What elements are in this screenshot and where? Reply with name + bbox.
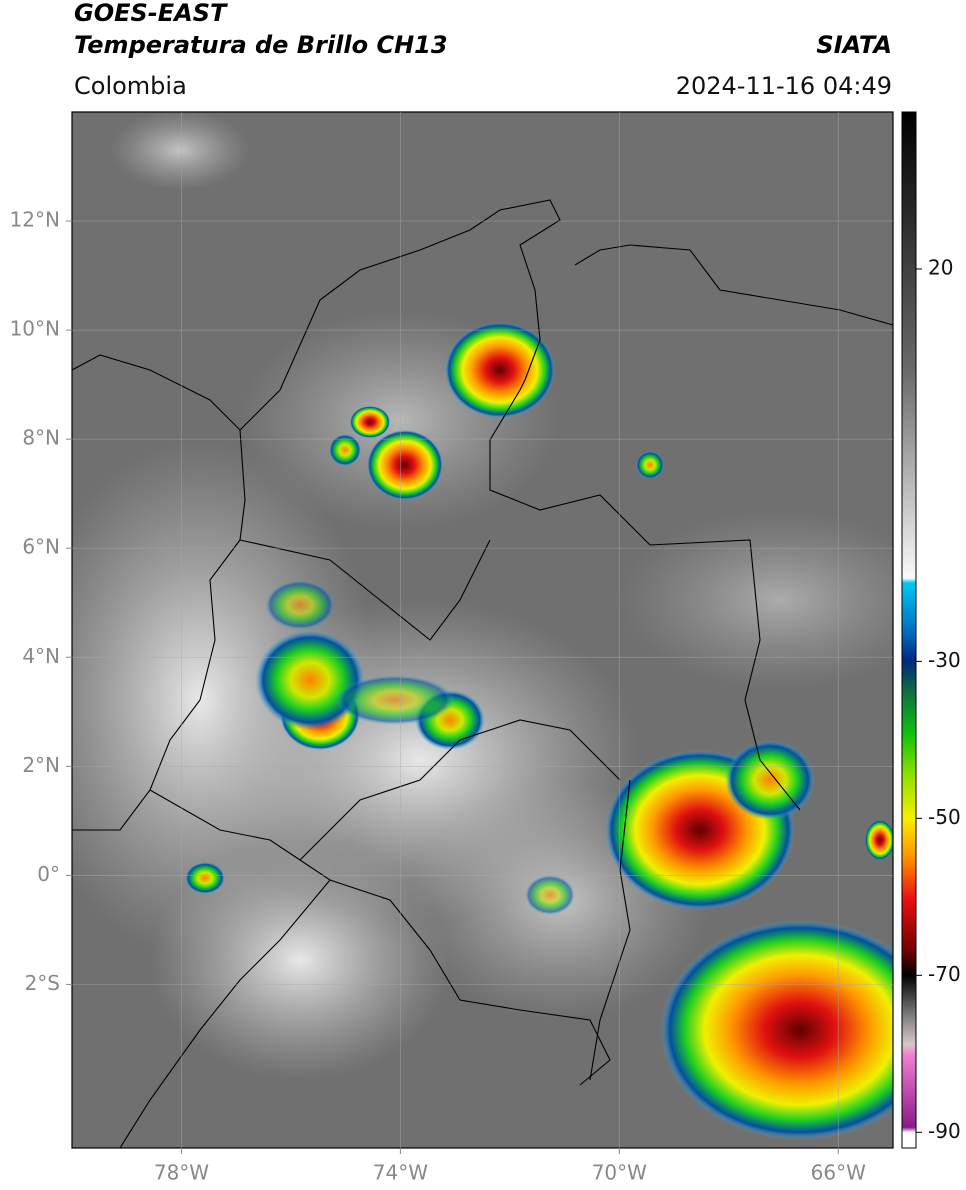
- source-label: SIATA: [816, 31, 892, 59]
- colorbar-tick-label: -70: [928, 962, 961, 986]
- colorbar-tick-label: -50: [928, 805, 961, 829]
- y-tick-label: 4°N: [22, 644, 60, 668]
- y-tick-label: 2°S: [25, 971, 60, 995]
- map-frame: [71, 111, 894, 1149]
- datetime-label: 2024-11-16 04:49: [676, 72, 892, 100]
- x-tick-label: 74°W: [373, 1161, 428, 1185]
- x-tick-label: 66°W: [811, 1161, 866, 1185]
- colorbar-tick-label: -30: [928, 648, 961, 672]
- y-tick-label: 10°N: [10, 317, 60, 341]
- map-image: [72, 112, 893, 1148]
- colorbar-tick-label: 20: [928, 255, 953, 279]
- y-tick-label: 0°: [37, 862, 60, 886]
- colorbar: [901, 111, 917, 1149]
- x-tick-label: 78°W: [154, 1161, 209, 1185]
- colorbar-tick-label: -90: [928, 1119, 961, 1143]
- y-tick-label: 6°N: [22, 535, 60, 559]
- product-title: Temperatura de Brillo CH13: [74, 31, 448, 59]
- x-tick-label: 70°W: [592, 1161, 647, 1185]
- satellite-title: GOES-EAST: [74, 0, 228, 27]
- y-tick-label: 8°N: [22, 426, 60, 450]
- y-tick-label: 12°N: [10, 208, 60, 232]
- region-label: Colombia: [74, 72, 187, 100]
- y-tick-label: 2°N: [22, 753, 60, 777]
